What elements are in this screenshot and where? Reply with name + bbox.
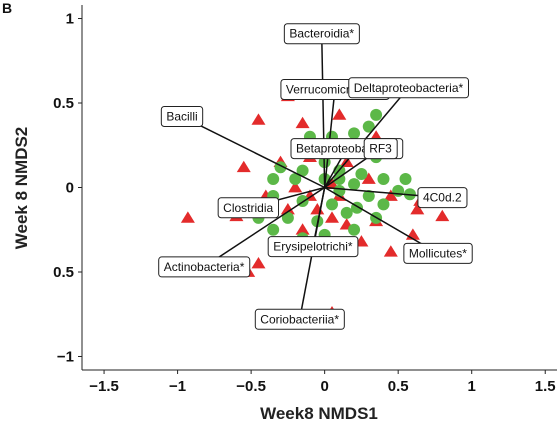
circle-point (326, 198, 338, 210)
x-tick-label: −0.5 (236, 378, 266, 395)
y-tick-label: −1 (57, 348, 74, 365)
vector-label-text: 4C0d.2 (423, 191, 462, 205)
vector-label: 4C0d.2 (418, 188, 467, 208)
triangle-point (332, 108, 346, 119)
triangle-point (237, 161, 251, 172)
vector-label-text: Bacteroidia* (289, 27, 354, 41)
vector-label: Clostridia (218, 198, 278, 218)
x-tick-label: −1 (169, 378, 186, 395)
circle-point (377, 198, 389, 210)
vector-label-text: Coriobacteriia* (260, 312, 339, 326)
circle-point (341, 207, 353, 219)
circle-point (377, 173, 389, 185)
vector-label-text: Deltaproteobacteria* (354, 81, 464, 95)
x-axis-title: Week8 NMDS1 (260, 404, 378, 423)
vector-label: Mollicutes* (404, 243, 472, 263)
y-tick-label: 0.5 (53, 264, 74, 281)
vector-label: Actinobacteria* (159, 257, 250, 277)
vector-label-text: Erysipelotrichi* (273, 240, 353, 254)
vector-label-text: Mollicutes* (409, 246, 467, 260)
triangle-point (251, 257, 265, 268)
triangle-point (296, 117, 310, 128)
circle-point (370, 109, 382, 121)
triangle-point (435, 210, 449, 221)
vector-label: Erysipelotrichi* (268, 237, 358, 257)
vector-label: Bacteroidia* (284, 24, 359, 44)
triangle-point (181, 211, 195, 222)
circle-point (400, 173, 412, 185)
circle-point (267, 173, 279, 185)
circle-point (267, 224, 279, 236)
x-tick-label: 0.5 (388, 378, 409, 395)
x-tick-label: 0 (320, 378, 328, 395)
circle-point (348, 224, 360, 236)
y-tick-label: 0.5 (53, 95, 74, 112)
y-tick-label: 0 (66, 180, 74, 197)
panel-letter: B (2, 0, 12, 16)
vector-label-text: Clostridia (223, 201, 273, 215)
circle-point (392, 185, 404, 197)
vector-label: Deltaproteobacteria* (349, 78, 469, 98)
vector-label-text: Actinobacteria* (164, 260, 245, 274)
x-tick-label: 1 (468, 378, 476, 395)
vector-label: Coriobacteriia* (255, 309, 344, 329)
circle-point (348, 178, 360, 190)
vector-label: Bacilli (161, 107, 202, 127)
y-axis-title: Week 8 NMDS2 (12, 127, 31, 250)
triangle-point (251, 113, 265, 124)
vector-label-text: Bacilli (166, 110, 197, 124)
triangle-point (406, 228, 420, 239)
triangle-point (310, 203, 324, 214)
vector-label-text: RF3 (369, 142, 392, 156)
x-tick-label: −1.5 (89, 378, 119, 395)
circle-point (348, 127, 360, 139)
vector-label: RF3 (364, 139, 397, 159)
circle-point (355, 168, 367, 180)
triangle-point (325, 211, 339, 222)
circle-point (333, 185, 345, 197)
vectors: Bacteroidia*Verrucomicrobiae*Deltaproteo… (159, 24, 473, 330)
y-tick-label: 1 (66, 11, 74, 28)
triangle-point (384, 245, 398, 256)
x-tick-label: 1.5 (535, 378, 556, 395)
